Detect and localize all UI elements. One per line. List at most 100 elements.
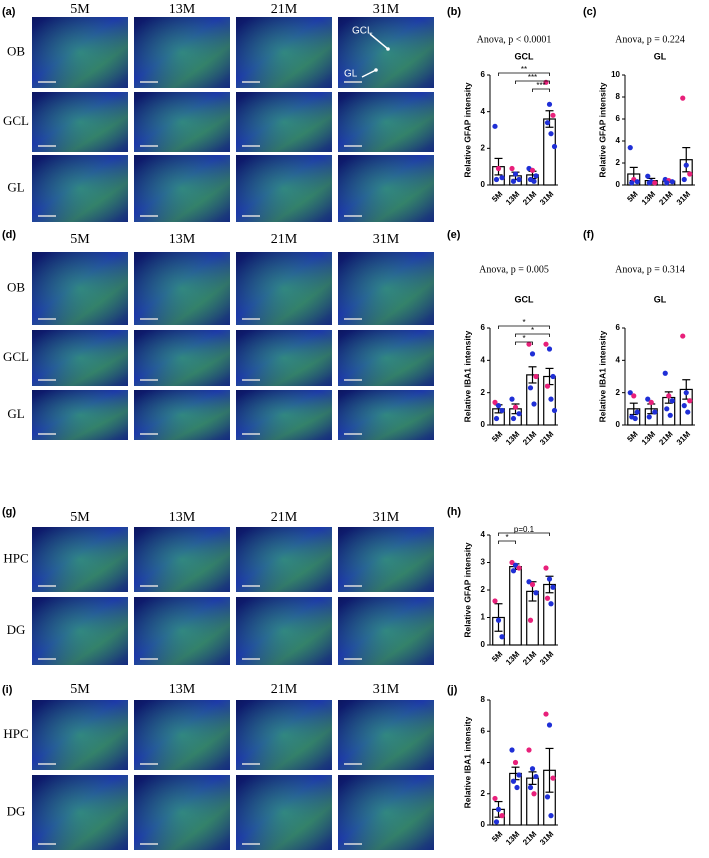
- column-header: 5M: [70, 682, 90, 697]
- callout-label: GCL: [352, 26, 373, 37]
- panel-label: (e): [447, 229, 461, 241]
- x-tick-label: 5M: [490, 829, 504, 843]
- significance-bracket: [498, 72, 550, 76]
- significance-bracket: [498, 540, 516, 544]
- micrograph-signal: [134, 700, 230, 770]
- data-point: [634, 409, 640, 415]
- row-label: OB: [7, 279, 25, 294]
- x-tick-label: 31M: [538, 189, 556, 207]
- data-point: [509, 165, 515, 172]
- y-tick-label: 6: [616, 323, 621, 332]
- x-tick-label: 5M: [625, 429, 639, 443]
- y-tick-label: 2: [481, 789, 486, 798]
- row-label: GCL: [3, 349, 29, 364]
- data-point: [543, 341, 549, 347]
- x-tick-label: 5M: [625, 189, 639, 203]
- data-point: [631, 393, 637, 399]
- x-tick-label: 31M: [675, 429, 693, 447]
- data-point: [662, 370, 668, 376]
- data-point: [544, 120, 551, 126]
- data-point: [683, 390, 689, 396]
- callout-arrowhead: [386, 47, 390, 51]
- significance-label: **: [521, 65, 527, 74]
- data-point: [510, 178, 517, 184]
- micrograph-signal: [134, 597, 230, 665]
- callout-arrow: [369, 33, 389, 50]
- x-tick-label: 5M: [490, 189, 504, 203]
- micrograph-signal: [236, 775, 332, 850]
- data-point: [652, 409, 658, 415]
- data-point: [493, 819, 500, 825]
- data-point: [648, 399, 654, 405]
- data-point: [492, 598, 498, 604]
- data-point: [529, 766, 536, 772]
- row-label: OB: [7, 43, 25, 58]
- x-tick-label: 21M: [657, 189, 675, 207]
- y-tick-label: 2: [481, 585, 486, 594]
- micrograph-signal: [32, 597, 128, 665]
- data-point: [499, 175, 505, 181]
- y-tick-label: 6: [481, 70, 486, 79]
- column-header: 21M: [271, 2, 298, 17]
- chart-subtitle: Anova, p = 0.005: [479, 264, 549, 275]
- y-axis-label: Relative GFAP intensity: [462, 542, 472, 638]
- significance-label: *: [522, 318, 525, 327]
- data-point: [527, 784, 534, 791]
- column-header: 31M: [373, 232, 400, 247]
- data-point: [664, 406, 670, 412]
- significance-bracket: [498, 532, 550, 536]
- micrograph-signal: [32, 390, 128, 440]
- data-point: [646, 180, 652, 186]
- data-point: [667, 412, 673, 418]
- micrograph-signal: [338, 597, 434, 665]
- data-point: [664, 180, 670, 186]
- y-tick-label: 0: [481, 420, 486, 429]
- data-point: [526, 747, 532, 753]
- data-point: [543, 711, 549, 717]
- data-point: [531, 178, 537, 184]
- data-point: [652, 180, 658, 186]
- y-axis-label: Relative IBA1 intensity: [462, 716, 472, 808]
- y-tick-label: 0: [481, 180, 486, 189]
- significance-bracket: [515, 333, 550, 337]
- data-point: [492, 123, 498, 129]
- data-point: [632, 415, 638, 422]
- x-tick-label: 31M: [675, 189, 693, 207]
- micrograph-signal: [236, 597, 332, 665]
- x-tick-label: 21M: [521, 429, 539, 447]
- data-point: [526, 579, 532, 585]
- micrograph-signal: [134, 252, 230, 325]
- significance-bracket: [515, 80, 550, 84]
- y-tick-label: 1: [481, 613, 486, 622]
- column-header: 13M: [169, 232, 196, 247]
- data-point: [627, 390, 633, 396]
- data-point: [645, 396, 651, 402]
- data-point: [546, 722, 553, 728]
- column-header: 31M: [373, 682, 400, 697]
- data-point: [634, 179, 640, 185]
- data-point: [546, 576, 553, 582]
- y-axis-label: Relative GFAP intensity: [597, 82, 607, 178]
- data-point: [548, 601, 554, 607]
- chart-subtitle: Anova, p = 0.314: [615, 264, 685, 275]
- column-header: 5M: [70, 232, 90, 247]
- data-point: [645, 173, 651, 179]
- bar: [543, 583, 556, 646]
- data-point: [516, 772, 522, 778]
- y-tick-label: 4: [616, 355, 621, 364]
- data-point: [683, 162, 689, 168]
- micrograph-signal: [236, 155, 332, 222]
- micrograph-signal: [236, 92, 332, 152]
- y-tick-label: 4: [481, 355, 486, 364]
- micrograph-signal: [338, 155, 434, 222]
- data-point: [509, 747, 515, 753]
- data-point: [510, 568, 517, 574]
- column-header: 21M: [271, 232, 298, 247]
- column-header: 31M: [373, 510, 400, 525]
- y-tick-label: 6: [481, 726, 486, 735]
- x-tick-label: 13M: [504, 649, 522, 667]
- data-point: [685, 409, 691, 415]
- y-tick-label: 0: [616, 180, 621, 189]
- data-point: [666, 393, 672, 399]
